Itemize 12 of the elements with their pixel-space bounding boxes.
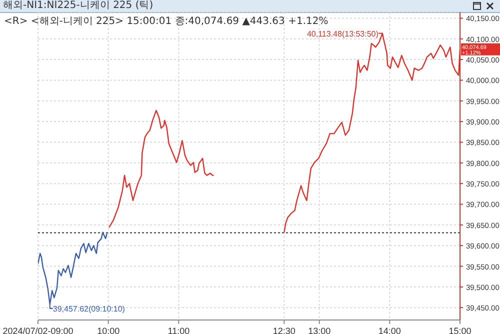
x-tick-label: 10:00	[97, 326, 120, 334]
chart-title: 해외-NI1:NI225-니케이 225 (틱)	[3, 0, 154, 12]
x-tick-label: 2024/07/02-09:00	[2, 326, 74, 334]
x-tick-label: 11:00	[168, 326, 190, 334]
annotation: 39,457.62(09:10:10)	[52, 304, 126, 314]
line-series	[38, 232, 108, 306]
x-tick-label: 12:30	[272, 326, 296, 334]
x-tick-label: 13:00	[308, 326, 331, 334]
x-tick-label: 14:00	[378, 326, 401, 334]
annotation: 40,113.48(13:53:50)	[306, 29, 379, 38]
chart-subtitle: <R> <해외-니케이 225> 15:00:01 종:40,074.69 ▲443.63 +1.12%	[4, 16, 328, 27]
x-tick-label: 15:00	[448, 326, 472, 334]
